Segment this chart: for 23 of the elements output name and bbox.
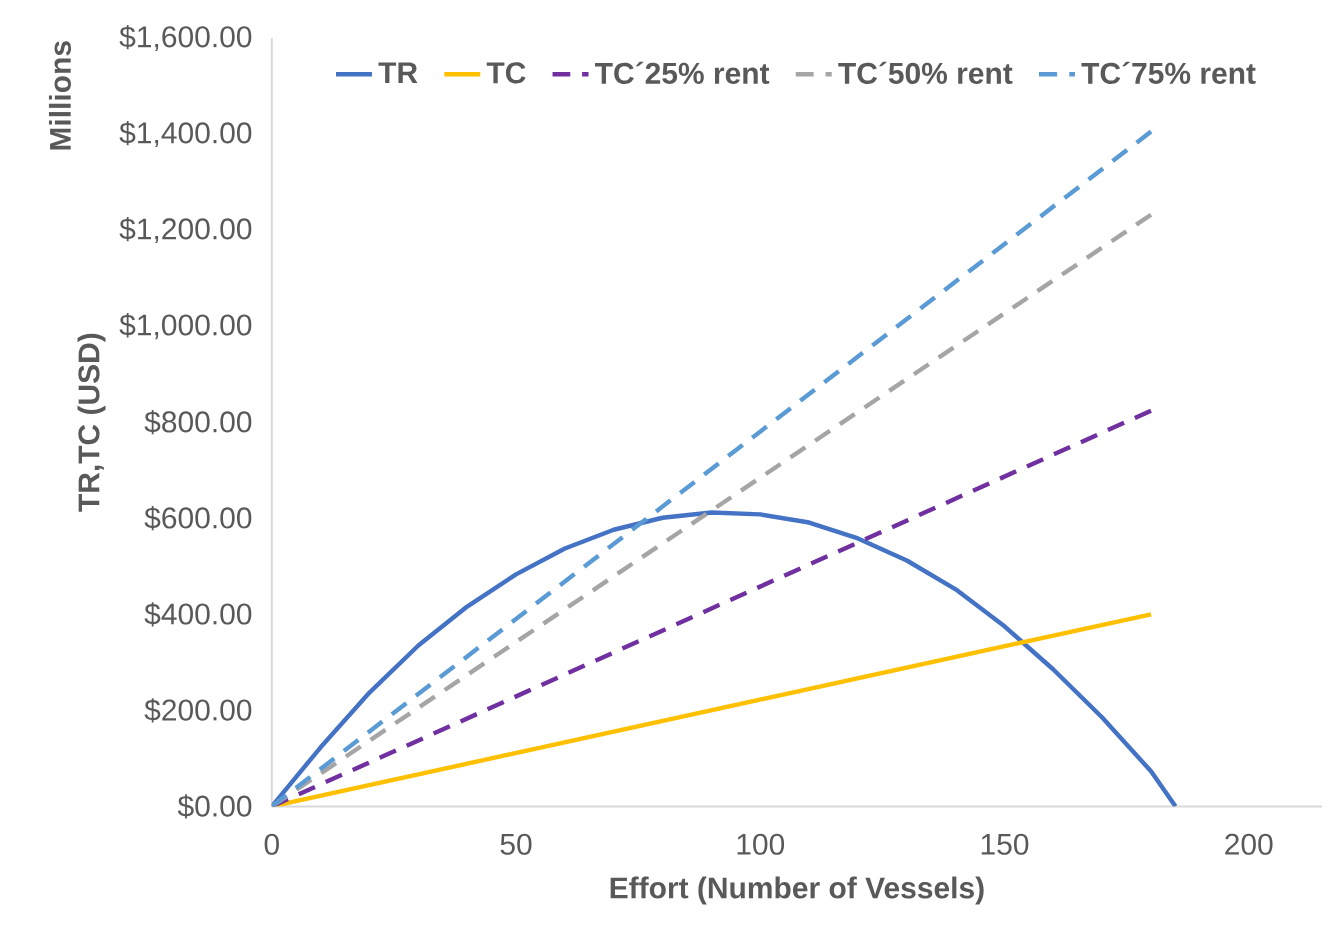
y-tick-label: $200.00 [144,698,252,723]
x-axis-title: Effort (Number of Vessels) [610,876,984,905]
x-tick-label: 50 [500,833,532,855]
y-tick-label: $400.00 [144,601,252,627]
y-axis-title: TR,TC (USD) [77,333,106,512]
x-tick-label: 150 [981,833,1029,855]
y-tick-label: $1,400.00 [119,120,252,147]
line-series [271,510,1178,807]
x-tick-label: 0 [264,833,279,855]
legend-label: TC´50% rent [838,61,1013,84]
x-tick-label: 200 [1225,833,1273,855]
x-tick-label: 100 [737,833,785,855]
legend-label: TC [486,62,526,84]
y-tick-label: $600.00 [144,505,252,531]
y-tick-label: $0.00 [177,794,252,819]
legend-label: TC´25% rent [595,61,770,84]
y-tick-label: $1,200.00 [119,216,252,243]
y-tick-label: $1,000.00 [119,312,252,339]
text: Millions [48,41,71,150]
y-tick-label: $1,600.00 [119,24,252,51]
y-tick-label: $800.00 [144,409,252,435]
legend-label: TC´75% rent [1081,61,1256,84]
legend-label: TR [378,62,418,83]
